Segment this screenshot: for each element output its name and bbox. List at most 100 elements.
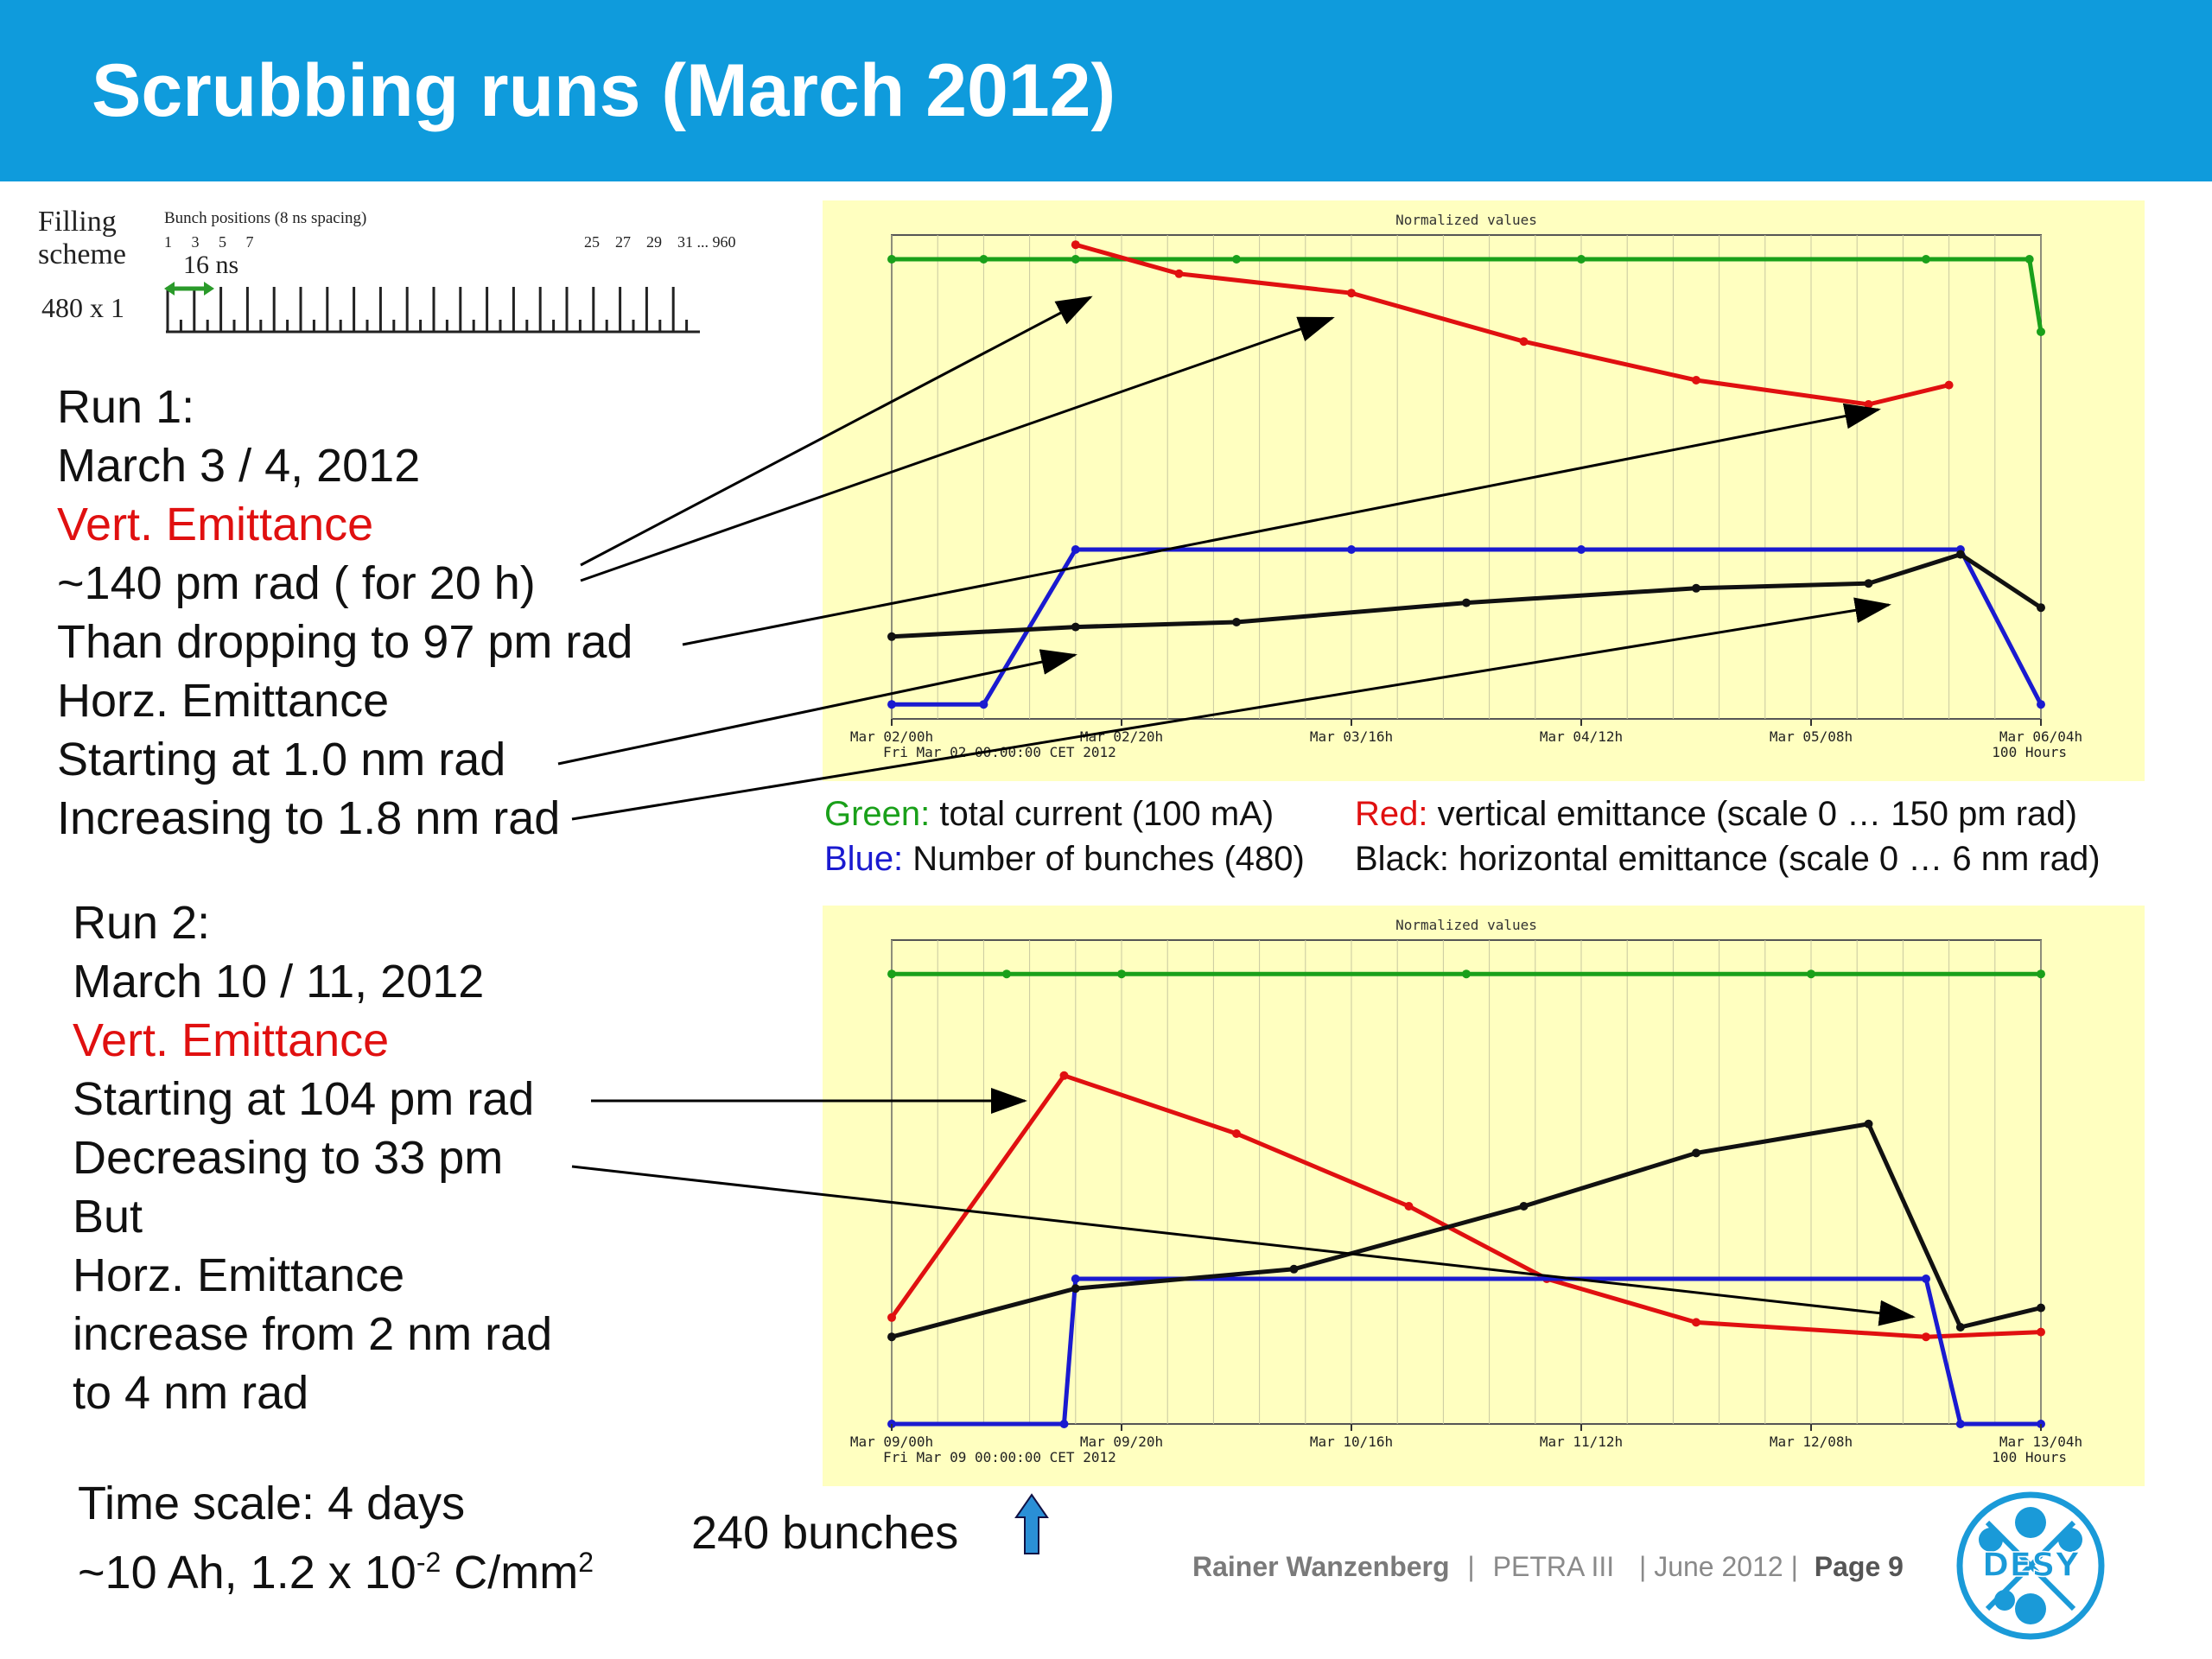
chart1-point-2-6 — [2037, 700, 2045, 709]
chart1-point-1-3 — [1519, 337, 1529, 346]
chart1-point-0-0 — [887, 255, 896, 264]
run1-line-5: Horz. Emittance — [57, 675, 390, 727]
chart-run2: Normalized values Mar 09/00h Mar 09/20h Mar… — [823, 906, 2145, 1486]
logo-text: DESY — [1982, 1546, 2080, 1584]
chart1-point-2-3 — [1347, 545, 1356, 554]
chart2-point-0-4 — [1807, 969, 1815, 979]
chart1-point-0-7 — [2037, 327, 2045, 336]
chart2-xtick-3: Mar 11/12h — [1540, 1433, 1623, 1450]
chart1-xtick-5: Mar 06/04h — [1999, 728, 2082, 745]
run1-line-1: March 3 / 4, 2012 — [57, 440, 421, 492]
chart2-point-1-3 — [1404, 1202, 1414, 1211]
title-banner — [0, 0, 2212, 181]
chart2-xsub-left: Fri Mar 09 00:00:00 CET 2012 — [883, 1449, 1116, 1465]
chart1-series-3 — [891, 551, 2043, 639]
chart1-point-2-1 — [979, 700, 988, 709]
run1-line-2: Vert. Emittance — [57, 499, 374, 550]
chart1-point-0-6 — [2024, 255, 2034, 264]
chart-run2-svg: Normalized values Mar 09/00h Mar 09/20h Mar… — [850, 917, 2082, 1465]
run2-line-3: Starting at 104 pm rad — [73, 1073, 535, 1125]
chart1-point-3-6 — [1955, 550, 1965, 559]
chart1-xtick-3: Mar 04/12h — [1540, 728, 1623, 745]
bunch-numbers-right: 25 27 29 31 ... 960 — [584, 233, 736, 251]
chart2-point-0-1 — [1002, 969, 1011, 979]
desy-logo: DESY — [1956, 1491, 2105, 1640]
chart2-point-2-3 — [1922, 1274, 1930, 1283]
chart1-point-3-4 — [1692, 583, 1700, 593]
legend-green: Green: total current (100 mA) — [824, 795, 1274, 833]
run1-line-6: Starting at 1.0 nm rad — [57, 734, 506, 785]
run2-line-2: Vert. Emittance — [73, 1014, 390, 1066]
chart1-point-3-1 — [1071, 622, 1080, 632]
scheme-label: scheme — [38, 238, 126, 270]
chart1-point-0-3 — [1232, 255, 1241, 264]
chart1-point-0-2 — [1071, 255, 1080, 264]
chart2-point-2-2 — [1071, 1274, 1080, 1283]
chart2-point-0-3 — [1462, 969, 1471, 979]
chart1-point-3-5 — [1864, 579, 1873, 588]
chart2-point-1-7 — [2037, 1327, 2045, 1337]
chart2-point-1-6 — [1922, 1332, 1930, 1342]
chart2-xsub-right: 100 Hours — [1992, 1449, 2067, 1465]
arrow-run1-horz-start — [557, 649, 1077, 766]
timescale-line1: Time scale: 4 days — [78, 1478, 466, 1529]
chart1-point-1-1 — [1174, 269, 1184, 278]
chart2-point-0-2 — [1117, 969, 1126, 979]
chart1-point-1-4 — [1692, 376, 1700, 385]
chart1-point-3-3 — [1462, 598, 1471, 607]
up-arrow-icon — [1014, 1493, 1049, 1554]
chart1-point-0-1 — [979, 255, 988, 264]
chart2-point-1-0 — [887, 1313, 896, 1322]
chart2-series-2 — [892, 1276, 2041, 1427]
bunch-positions-label: Bunch positions (8 ns spacing) — [164, 209, 367, 227]
chart1-point-2-4 — [1577, 545, 1586, 554]
run1-line-0: Run 1: — [57, 381, 195, 433]
chart1-point-0-5 — [1922, 255, 1930, 264]
slide-title: Scrubbing runs (March 2012) — [92, 49, 1116, 132]
legend-blue: Blue: Number of bunches (480) — [824, 840, 1305, 878]
chart2-point-3-0 — [887, 1332, 896, 1342]
run1-line-7: Increasing to 1.8 nm rad — [57, 792, 561, 844]
chart2-point-3-4 — [1692, 1148, 1700, 1158]
chart1-xtick-0: Mar 02/00h — [850, 728, 933, 745]
chart2-point-0-5 — [2037, 969, 2045, 979]
chart1-xsub-right: 100 Hours — [1992, 744, 2067, 760]
chart1-point-1-0 — [1071, 240, 1080, 250]
chart2-point-3-1 — [1071, 1284, 1080, 1294]
run1-line-3: ~140 pm rad ( for 20 h) — [57, 557, 536, 609]
run2-line-7: increase from 2 nm rad — [73, 1308, 553, 1360]
chart1-xtick-2: Mar 03/16h — [1310, 728, 1393, 745]
chart1-point-1-2 — [1347, 289, 1356, 298]
chart2-series-1 — [889, 1072, 2042, 1339]
chart2-point-3-3 — [1519, 1202, 1529, 1211]
chart2-point-0-0 — [887, 969, 896, 979]
arrow-run2-end — [571, 1165, 1916, 1326]
arrow-run1-vert-a — [580, 296, 1093, 567]
timescale-line2: ~10 Ah, 1.2 x 10-2 C/mm2 — [78, 1547, 594, 1599]
legend-red: Red: vertical emittance (scale 0 … 150 p… — [1355, 795, 2077, 833]
run2-line-6: Horz. Emittance — [73, 1249, 405, 1301]
run2-line-8: to 4 nm rad — [73, 1367, 309, 1419]
chart2-point-1-2 — [1232, 1129, 1241, 1138]
arrow-run1-vert-b — [580, 316, 1335, 582]
footer-author: Rainer Wanzenberg — [1192, 1551, 1450, 1582]
run2-line-4: Decreasing to 33 pm — [73, 1132, 504, 1184]
footer-project: PETRA III — [1492, 1551, 1615, 1582]
chart2-point-3-6 — [1955, 1323, 1965, 1332]
arrow-run1-drop — [682, 403, 1881, 646]
arrow-run1-horz-end — [571, 597, 1891, 821]
chart2-xtick-2: Mar 10/16h — [1310, 1433, 1393, 1450]
chart1-title: Normalized values — [1395, 212, 1537, 228]
run2-line-1: March 10 / 11, 2012 — [73, 956, 485, 1007]
filling-label: Filling — [38, 206, 117, 238]
footer-page: Page 9 — [1814, 1551, 1904, 1582]
chart1-point-3-2 — [1232, 618, 1241, 626]
chart1-point-0-4 — [1577, 255, 1586, 264]
chart2-xtick-4: Mar 12/08h — [1770, 1433, 1853, 1450]
chart1-xtick-4: Mar 05/08h — [1770, 728, 1853, 745]
spacing-label: 16 ns — [183, 251, 239, 279]
chart1-point-3-7 — [2037, 603, 2045, 613]
chart1-point-2-2 — [1071, 545, 1080, 554]
chart2-series-3 — [891, 1122, 2042, 1339]
